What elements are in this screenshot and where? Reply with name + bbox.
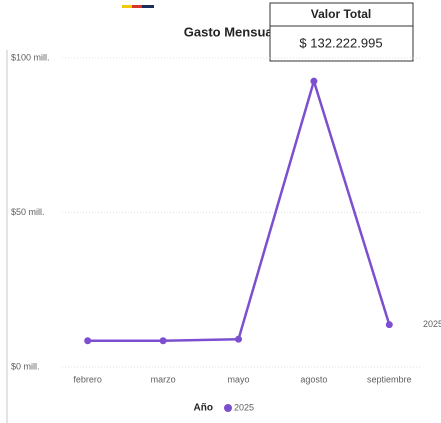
x-tick-label: febrero [73, 374, 102, 384]
chart-title: Gasto Mensual [184, 24, 276, 39]
decoration [122, 5, 132, 8]
point [159, 337, 167, 345]
card [269, 2, 414, 62]
legend-title: Año [194, 403, 213, 414]
x-tick-label: mayo [227, 374, 249, 384]
y-tick-label: $50 mill. [11, 207, 45, 217]
x-tick-label: septiembre [367, 374, 412, 384]
x-tick-label: marzo [151, 374, 176, 384]
legend-label: 2025 [234, 402, 254, 412]
card-value: $ 132.222.995 [299, 35, 382, 50]
series-end-label: 2025 [423, 319, 441, 329]
point [235, 335, 242, 343]
y-tick-label: $0 mill. [11, 361, 40, 371]
point [385, 321, 393, 329]
legend-marker [224, 404, 232, 412]
y-tick-label: $100 mill. [11, 52, 50, 62]
x-tick-label: agosto [300, 374, 327, 384]
decoration [142, 5, 154, 8]
card-title: Valor Total [311, 7, 371, 21]
point [84, 337, 92, 345]
point [310, 77, 318, 85]
series-line [87, 79, 391, 342]
decoration [132, 5, 142, 8]
